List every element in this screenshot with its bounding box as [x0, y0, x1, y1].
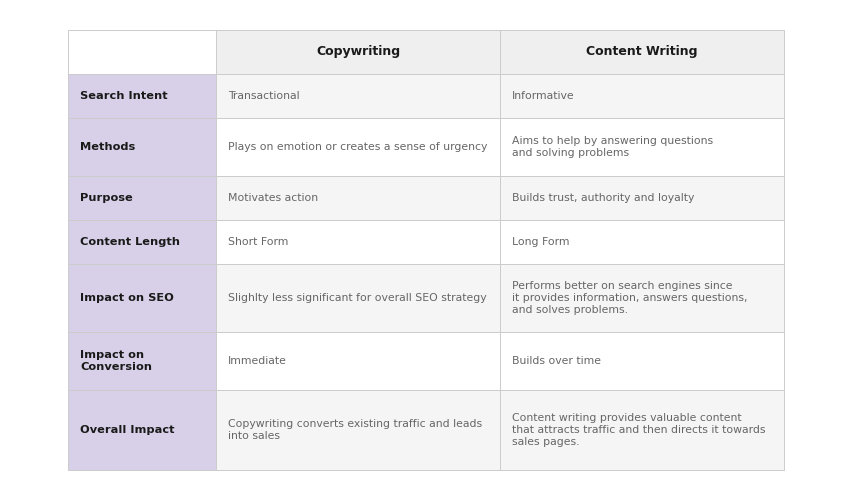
Bar — [500, 332, 784, 390]
Text: Impact on SEO: Impact on SEO — [80, 293, 174, 303]
Text: Content Writing: Content Writing — [586, 46, 698, 59]
Bar — [68, 332, 216, 390]
Bar — [216, 118, 500, 176]
Text: Overall Impact: Overall Impact — [80, 425, 174, 435]
Bar — [216, 390, 500, 470]
Text: Copywriting: Copywriting — [316, 46, 400, 59]
Text: Slighlty less significant for overall SEO strategy: Slighlty less significant for overall SE… — [228, 293, 486, 303]
Bar — [68, 30, 216, 74]
Text: Builds trust, authority and loyalty: Builds trust, authority and loyalty — [512, 193, 694, 203]
Text: Purpose: Purpose — [80, 193, 133, 203]
Bar — [500, 30, 784, 74]
Bar — [500, 176, 784, 220]
Bar — [500, 264, 784, 332]
Text: Plays on emotion or creates a sense of urgency: Plays on emotion or creates a sense of u… — [228, 142, 487, 152]
Text: Search Intent: Search Intent — [80, 91, 167, 101]
Text: Long Form: Long Form — [512, 237, 570, 247]
Bar — [500, 118, 784, 176]
Bar — [68, 264, 216, 332]
Bar — [68, 74, 216, 118]
Bar — [500, 390, 784, 470]
Text: Impact on
Conversion: Impact on Conversion — [80, 350, 152, 372]
Bar — [68, 390, 216, 470]
Text: Motivates action: Motivates action — [228, 193, 318, 203]
Bar — [68, 220, 216, 264]
Bar — [68, 118, 216, 176]
Text: Aims to help by answering questions
and solving problems: Aims to help by answering questions and … — [512, 136, 713, 158]
Bar — [216, 74, 500, 118]
Text: Builds over time: Builds over time — [512, 356, 601, 366]
Text: Immediate: Immediate — [228, 356, 286, 366]
Text: Informative: Informative — [512, 91, 575, 101]
Text: Content Length: Content Length — [80, 237, 180, 247]
Bar — [68, 176, 216, 220]
Text: Content writing provides valuable content
that attracts traffic and then directs: Content writing provides valuable conten… — [512, 414, 766, 446]
Text: Methods: Methods — [80, 142, 135, 152]
Text: Copywriting converts existing traffic and leads
into sales: Copywriting converts existing traffic an… — [228, 419, 482, 441]
Bar — [216, 220, 500, 264]
Bar — [216, 30, 500, 74]
Bar — [216, 176, 500, 220]
Bar — [216, 332, 500, 390]
Bar — [216, 264, 500, 332]
Text: Short Form: Short Form — [228, 237, 288, 247]
Text: Transactional: Transactional — [228, 91, 299, 101]
Bar — [500, 74, 784, 118]
Bar — [500, 220, 784, 264]
Text: Performs better on search engines since
it provides information, answers questio: Performs better on search engines since … — [512, 282, 747, 314]
